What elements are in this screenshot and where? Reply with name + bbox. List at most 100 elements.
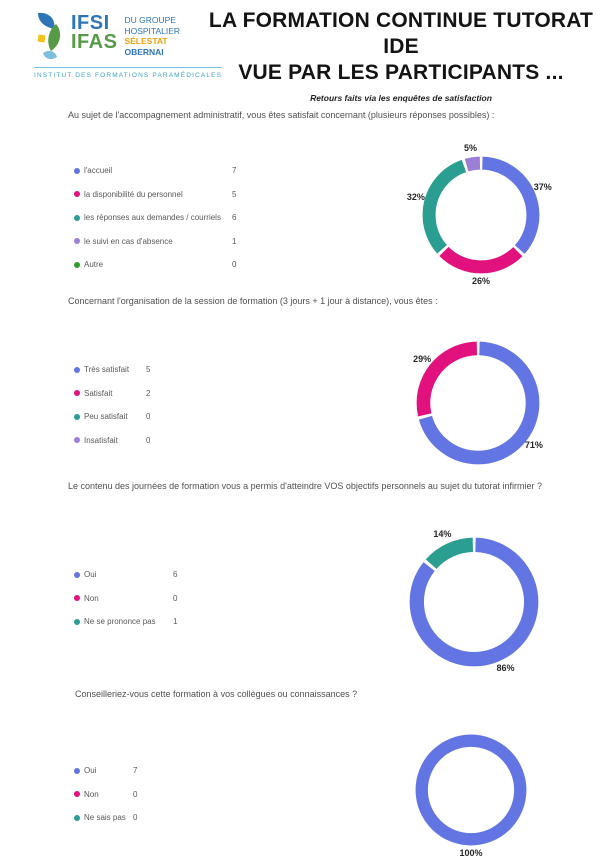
legend-item: les réponses aux demandes / courriels 6 bbox=[74, 206, 256, 230]
legend-value: 0 bbox=[133, 789, 138, 799]
legend-value: 5 bbox=[146, 365, 151, 375]
legend-value: 7 bbox=[232, 166, 237, 176]
segment-percent-label: 26% bbox=[471, 276, 490, 287]
segment-percent-label: 14% bbox=[433, 528, 452, 539]
legend-label: Satisfait bbox=[84, 388, 113, 398]
legend-label: l'accueil bbox=[84, 166, 113, 176]
donut-ring bbox=[422, 156, 540, 274]
page-title-block: LA FORMATION CONTINUE TUTORAT IDE VUE PA… bbox=[205, 8, 597, 103]
logo-acronyms: IFSI IFAS bbox=[71, 12, 118, 53]
segment-percent-label: 100% bbox=[459, 847, 483, 858]
segment-percent-label: 32% bbox=[406, 192, 425, 203]
legend-label: les réponses aux demandes / courriels bbox=[84, 213, 221, 223]
donut-segment bbox=[422, 156, 540, 274]
legend-value: 0 bbox=[146, 435, 151, 445]
legend-item: le suivi en cas d'absence 1 bbox=[74, 230, 256, 254]
legend-label: la disponibilité du personnel bbox=[84, 189, 183, 199]
legend-item: Ne sais pas 0 bbox=[74, 806, 157, 830]
donut-segment bbox=[415, 734, 527, 846]
chart-legend-4: Oui 7 Non 0 Ne sais pas 0 bbox=[74, 759, 157, 830]
legend-value: 7 bbox=[133, 766, 138, 776]
legend-color-dot bbox=[74, 413, 80, 420]
legend-value: 6 bbox=[232, 213, 237, 223]
legend-color-dot bbox=[74, 618, 80, 625]
legend-value: 5 bbox=[232, 189, 237, 199]
legend-value: 1 bbox=[232, 236, 237, 246]
legend-item: Non 0 bbox=[74, 587, 197, 611]
segment-percent-label: 71% bbox=[524, 440, 543, 451]
question-text-1: Au sujet de l'accompagnement administrat… bbox=[68, 110, 495, 120]
donut-segment bbox=[422, 156, 540, 274]
segment-percent-label: 86% bbox=[496, 663, 515, 674]
donut-ring bbox=[415, 734, 527, 846]
segment-percent-label: 5% bbox=[463, 142, 477, 153]
legend-value: 0 bbox=[232, 260, 237, 270]
logo-org-line1: DU GROUPE bbox=[124, 15, 176, 25]
logo-tagline: INSTITUT DES FORMATIONS PARAMÉDICALES bbox=[34, 72, 223, 79]
legend-value: 0 bbox=[173, 593, 178, 603]
page-title: LA FORMATION CONTINUE TUTORAT IDE VUE PA… bbox=[205, 8, 597, 86]
donut-segment bbox=[422, 156, 540, 274]
donut-chart-4: 100% bbox=[389, 708, 553, 867]
legend-label: Oui bbox=[84, 766, 97, 776]
legend-item: Très satisfait 5 bbox=[74, 358, 170, 382]
legend-color-dot bbox=[74, 595, 80, 602]
legend-color-dot bbox=[74, 791, 80, 798]
donut-segment bbox=[416, 341, 540, 465]
donut-chart-2: 71% 29% bbox=[390, 315, 566, 491]
legend-value: 6 bbox=[173, 570, 178, 580]
chart-legend-2: Très satisfait 5 Satisfait 2 Peu satisfait 0 I… bbox=[74, 358, 170, 452]
donut-segment bbox=[416, 341, 540, 465]
legend-value: 0 bbox=[133, 813, 138, 823]
legend-color-dot bbox=[74, 437, 80, 444]
page-subtitle: Retours faits via les enquêtes de satisf… bbox=[310, 93, 492, 103]
segment-percent-label: 29% bbox=[413, 353, 432, 364]
question-text-2: Concernant l'organisation de la session … bbox=[68, 296, 438, 306]
legend-item: la disponibilité du personnel 5 bbox=[74, 183, 256, 207]
legend-item: Ne se prononce pas 1 bbox=[74, 610, 197, 634]
institute-logo: IFSI IFAS DU GROUPE HOSPITALIER SÉLESTAT… bbox=[34, 10, 222, 79]
legend-color-dot bbox=[74, 191, 80, 198]
legend-color-dot bbox=[74, 571, 80, 578]
question-text-4: Conseilleriez-vous cette formation à vos… bbox=[75, 689, 358, 699]
donut-chart-3: 86% 14% bbox=[383, 511, 565, 693]
logo-divider bbox=[34, 67, 222, 68]
page-title-line2: VUE PAR LES PARTICIPANTS ... bbox=[238, 61, 564, 84]
legend-item: l'accueil 7 bbox=[74, 159, 256, 183]
legend-item: Peu satisfait 0 bbox=[74, 405, 170, 429]
logo-org-line4: OBERNAI bbox=[124, 46, 164, 57]
legend-label: Insatisfait bbox=[84, 435, 118, 445]
donut-chart-1: 37% 26% 32% 5% bbox=[396, 130, 566, 300]
chart-legend-3: Oui 6 Non 0 Ne se prononce pas 1 bbox=[74, 563, 197, 634]
legend-color-dot bbox=[74, 814, 80, 821]
question-text-3: Le contenu des journées de formation vou… bbox=[68, 481, 542, 491]
legend-label: Non bbox=[84, 593, 99, 603]
legend-item: Oui 7 bbox=[74, 759, 157, 783]
logo-org-line3: SÉLESTAT bbox=[124, 36, 168, 46]
logo-organisation: DU GROUPE HOSPITALIER SÉLESTAT OBERNAI bbox=[124, 15, 180, 57]
legend-color-dot bbox=[74, 214, 80, 221]
legend-value: 2 bbox=[146, 388, 151, 398]
logo-ifsi: IFSI bbox=[71, 12, 110, 34]
donut-ring bbox=[416, 341, 540, 465]
legend-value: 1 bbox=[173, 617, 178, 627]
donut-ring bbox=[409, 537, 539, 667]
legend-item: Oui 6 bbox=[74, 563, 197, 587]
legend-label: Ne sais pas bbox=[84, 813, 126, 823]
legend-label: Très satisfait bbox=[84, 365, 130, 375]
legend-label: le suivi en cas d'absence bbox=[84, 236, 173, 246]
legend-label: Ne se prononce pas bbox=[84, 617, 156, 627]
legend-item: Satisfait 2 bbox=[74, 382, 170, 406]
logo-ifas: IFAS bbox=[71, 31, 118, 53]
legend-label: Non bbox=[84, 789, 99, 799]
legend-color-dot bbox=[74, 261, 80, 268]
legend-item: Non 0 bbox=[74, 783, 157, 807]
legend-value: 0 bbox=[146, 412, 151, 422]
legend-label: Oui bbox=[84, 570, 97, 580]
chart-legend-1: l'accueil 7 la disponibilité du personnel 5… bbox=[74, 159, 256, 277]
logo-mark-icon bbox=[37, 12, 61, 60]
legend-color-dot bbox=[74, 238, 80, 245]
legend-item: Insatisfait 0 bbox=[74, 429, 170, 453]
legend-color-dot bbox=[74, 366, 80, 373]
